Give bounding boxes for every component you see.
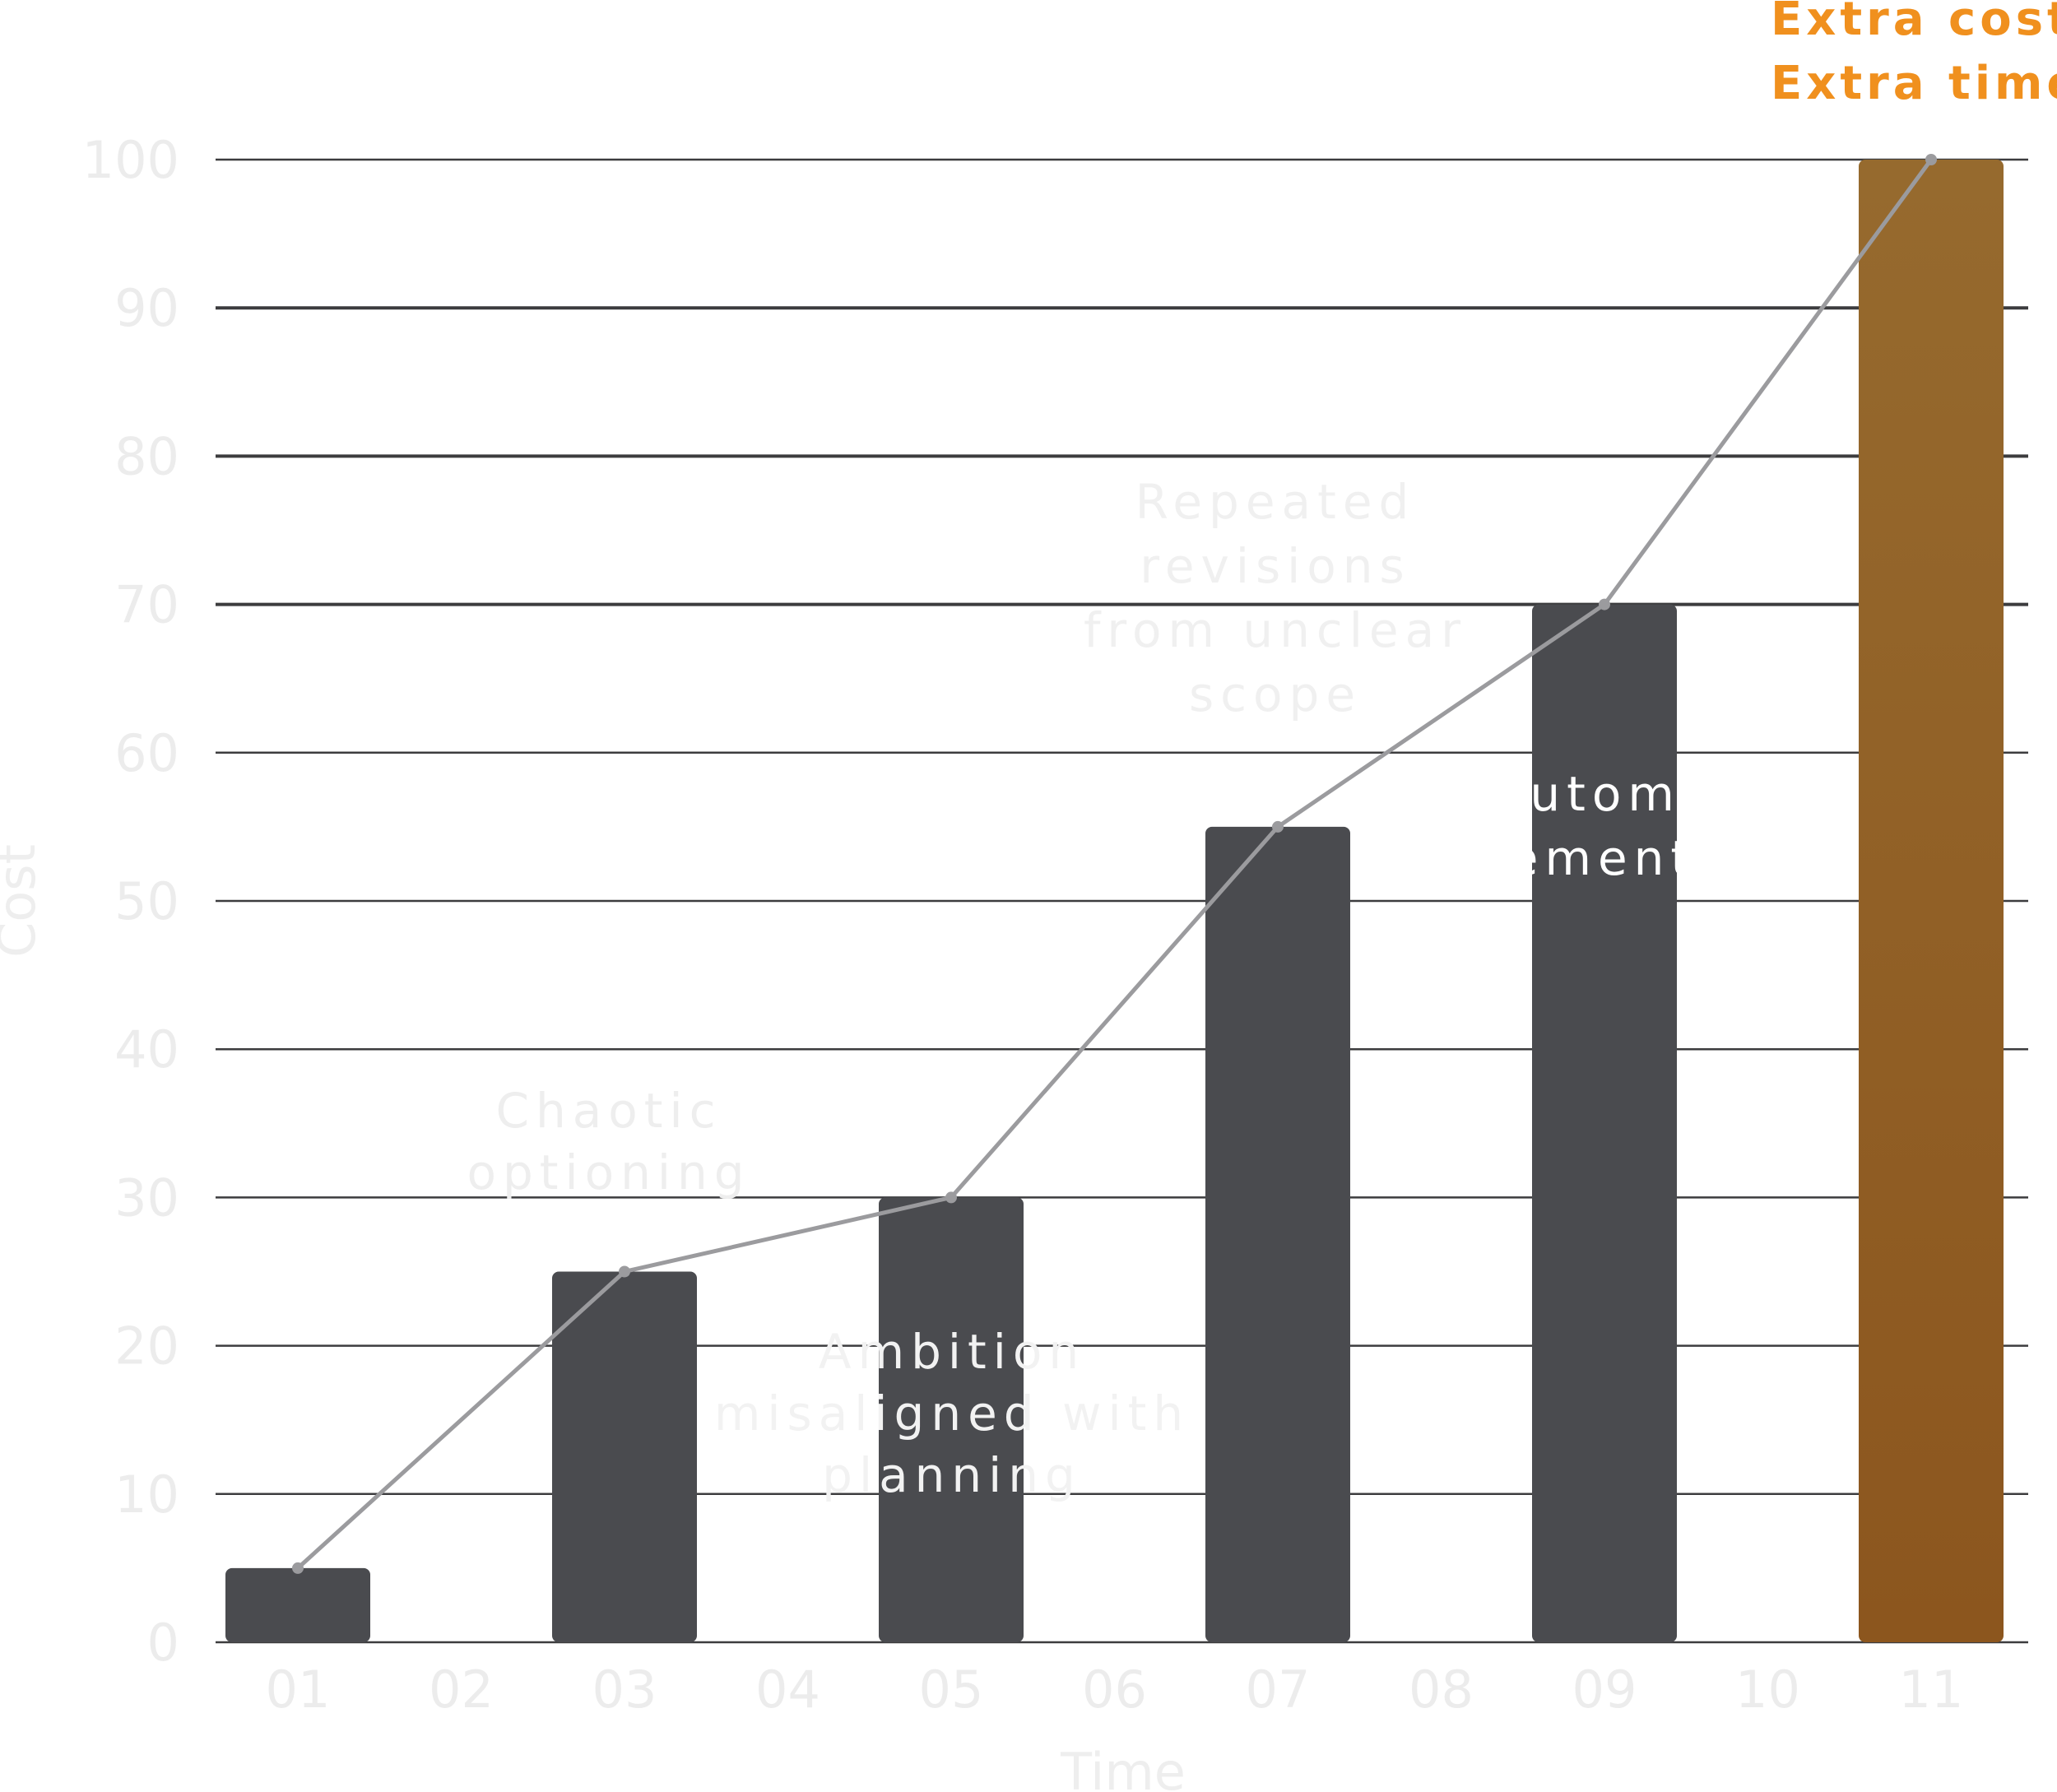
- x-tick-labels: 01 02 03 04 05 06 07 08 09 10 11: [266, 1660, 1964, 1720]
- bar-05: [879, 1197, 1024, 1642]
- y-tick-20: 20: [114, 1316, 179, 1376]
- y-tick-90: 90: [114, 278, 179, 338]
- y-tick-0: 0: [147, 1613, 179, 1673]
- x-tick-03: 03: [592, 1660, 657, 1720]
- annotation-revisions-line-3: from unclear: [1084, 602, 1467, 658]
- y-tick-80: 80: [114, 426, 179, 486]
- trend-point-05: [945, 1191, 957, 1204]
- bar-03: [552, 1271, 697, 1642]
- annotation-ambition-line-1: Ambition: [819, 1324, 1085, 1380]
- annotation-chaotic-line-2: optioning: [467, 1144, 750, 1200]
- x-tick-10: 10: [1735, 1660, 1800, 1720]
- x-tick-05: 05: [919, 1660, 984, 1720]
- annotation-ambition-line-2: misaligned with: [714, 1386, 1190, 1441]
- bar-09: [1532, 604, 1677, 1642]
- y-axis-title: Cost: [0, 844, 47, 958]
- x-tick-11: 11: [1899, 1660, 1964, 1720]
- trend-point-01: [292, 1562, 304, 1574]
- extra-cost-callout: Extra cost Extra time: [1771, 0, 2057, 110]
- x-tick-07: 07: [1246, 1660, 1311, 1720]
- bar-07: [1205, 826, 1350, 1642]
- gridlines: [216, 158, 2028, 1644]
- trend-point-03: [619, 1265, 630, 1278]
- annotation-revisions-line-1: Repeated: [1135, 474, 1416, 530]
- bar-01: [225, 1567, 370, 1642]
- annotation-ambition-line-3: planning: [822, 1447, 1082, 1503]
- x-tick-06: 06: [1082, 1660, 1147, 1720]
- x-tick-02: 02: [429, 1660, 494, 1720]
- y-tick-50: 50: [114, 871, 179, 931]
- annotation-chaotic-line-1: Chaotic: [495, 1083, 722, 1139]
- trend-line: [296, 158, 1934, 1570]
- trend-point-07: [1272, 820, 1284, 833]
- annotation-automation-line-2: implementation: [1379, 830, 1850, 886]
- y-tick-10: 10: [114, 1465, 179, 1525]
- y-tick-labels: 0 10 20 30 40 50 60 70 80 90 100: [82, 130, 179, 1673]
- y-tick-100: 100: [82, 130, 179, 190]
- trend-point-11: [1925, 154, 1937, 165]
- x-tick-01: 01: [266, 1660, 331, 1720]
- bar-11: [1859, 160, 2004, 1642]
- y-tick-30: 30: [114, 1168, 179, 1228]
- bars: [225, 160, 2004, 1642]
- y-tick-40: 40: [114, 1019, 179, 1079]
- x-tick-08: 08: [1409, 1660, 1474, 1720]
- x-tick-09: 09: [1572, 1660, 1637, 1720]
- annotation-automation-line-1: No automation: [1395, 766, 1835, 822]
- x-axis-title: Time: [1060, 1742, 1186, 1792]
- x-tick-04: 04: [755, 1660, 820, 1720]
- callout-line-1: Extra cost: [1771, 0, 2057, 46]
- annotation-revisions-line-2: revisions: [1140, 538, 1411, 594]
- trend-point-09: [1599, 598, 1610, 610]
- callout-line-2: Extra time: [1771, 57, 2057, 110]
- y-tick-70: 70: [114, 575, 179, 635]
- trend-line-group: [292, 154, 1937, 1574]
- y-tick-60: 60: [114, 723, 179, 783]
- annotation-revisions-line-4: scope: [1189, 666, 1362, 722]
